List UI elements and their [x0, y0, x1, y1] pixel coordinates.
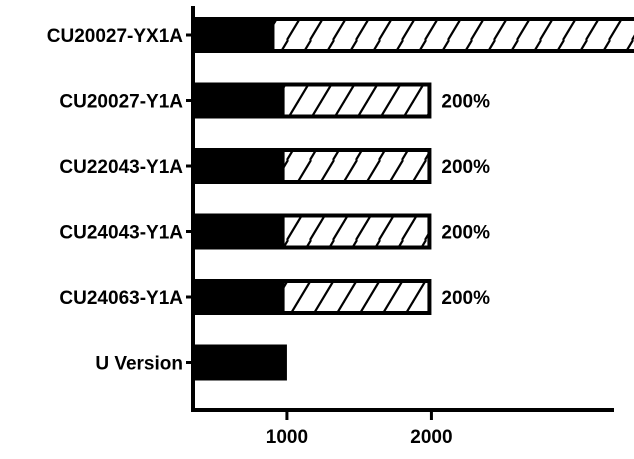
x-tick-label: 2000: [410, 427, 452, 448]
bar-hatched: [280, 279, 432, 315]
bar-solid: [193, 82, 283, 119]
bar-solid: [193, 213, 283, 250]
bar-solid: [193, 148, 283, 184]
data-label: 200%: [441, 223, 490, 244]
bar-hatched: [270, 17, 634, 53]
y-tick-label: CU20027-Y1A: [59, 92, 183, 113]
data-label: 200%: [441, 92, 490, 113]
x-tick-label: 1000: [266, 427, 308, 448]
data-label: 200%: [441, 157, 490, 178]
bar-solid: [193, 279, 283, 315]
bar-solid: [193, 17, 273, 53]
y-tick-label: CU24043-Y1A: [59, 223, 183, 244]
bar-hatched: [280, 213, 432, 250]
y-tick-label: CU20027-YX1A: [47, 26, 184, 47]
bar-solid: [193, 344, 287, 381]
y-tick-label: CU24063-Y1A: [59, 288, 183, 309]
data-label: 200%: [441, 288, 490, 309]
y-tick-label: CU22043-Y1A: [59, 157, 183, 178]
bar-hatched: [280, 82, 432, 119]
bar-hatched: [280, 148, 432, 184]
y-tick-label: U Version: [95, 354, 183, 375]
